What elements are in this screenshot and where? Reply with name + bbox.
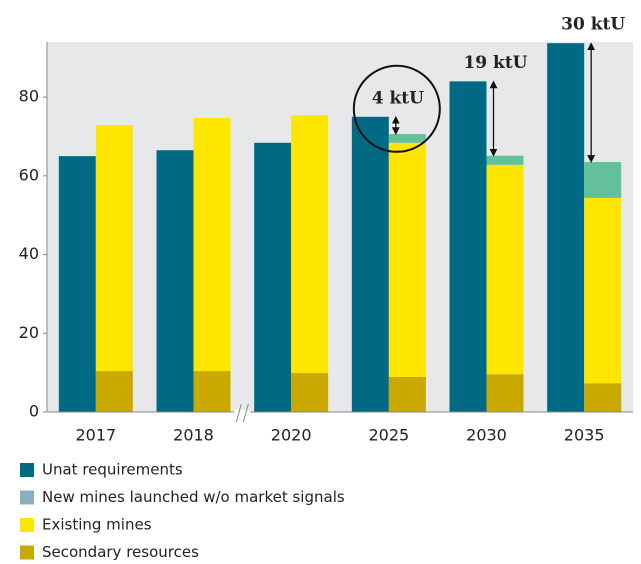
plot-background — [47, 42, 633, 412]
annotation: 30 ktU — [561, 15, 625, 35]
bar-segment — [486, 164, 524, 375]
bar — [156, 150, 194, 412]
legend-label: Unat requirements — [42, 461, 183, 479]
annotation: 19 ktU — [463, 53, 527, 73]
legend-swatch — [20, 518, 34, 532]
bar — [58, 156, 96, 412]
x-tick-label: 2017 — [75, 426, 116, 445]
bar-segment — [486, 374, 524, 412]
annotation-circle — [352, 64, 441, 153]
bar-segment — [388, 142, 426, 377]
y-tick-label: 80 — [19, 87, 39, 106]
bar-segment — [584, 197, 622, 384]
y-tick-label: 60 — [19, 165, 39, 184]
x-tick-label: 2025 — [368, 426, 409, 445]
bar-segment — [388, 134, 426, 143]
bar-segment — [193, 371, 231, 412]
y-tick-label: 0 — [29, 402, 39, 421]
x-tick-label: 2035 — [564, 426, 605, 445]
annotation: 4 ktU — [372, 88, 424, 108]
legend-label: Secondary resources — [42, 543, 199, 561]
bar — [449, 81, 487, 413]
legend-swatch — [20, 463, 34, 477]
axis-break — [242, 403, 249, 423]
legend-swatch — [20, 490, 34, 505]
axis-break — [235, 403, 242, 423]
bar-segment — [193, 117, 231, 372]
bar — [254, 142, 292, 412]
bar-segment — [95, 125, 133, 372]
x-tick-label: 2018 — [173, 426, 214, 445]
bar-segment — [388, 376, 426, 412]
bar — [547, 43, 585, 413]
bar-segment — [95, 371, 133, 412]
x-tick-label: 2030 — [466, 426, 507, 445]
legend-label: New mines launched w/o market signals — [42, 488, 345, 506]
bar-segment — [291, 373, 329, 412]
bar-segment — [584, 162, 622, 198]
bar — [351, 116, 389, 412]
legend-swatch — [20, 545, 34, 560]
y-tick-label: 20 — [19, 323, 39, 342]
legend-label: Existing mines — [42, 516, 152, 534]
bar-segment — [584, 383, 622, 412]
x-tick-label: 2020 — [271, 426, 312, 445]
bar-segment — [486, 155, 524, 165]
y-tick-label: 40 — [19, 244, 39, 263]
bar-segment — [291, 115, 329, 374]
